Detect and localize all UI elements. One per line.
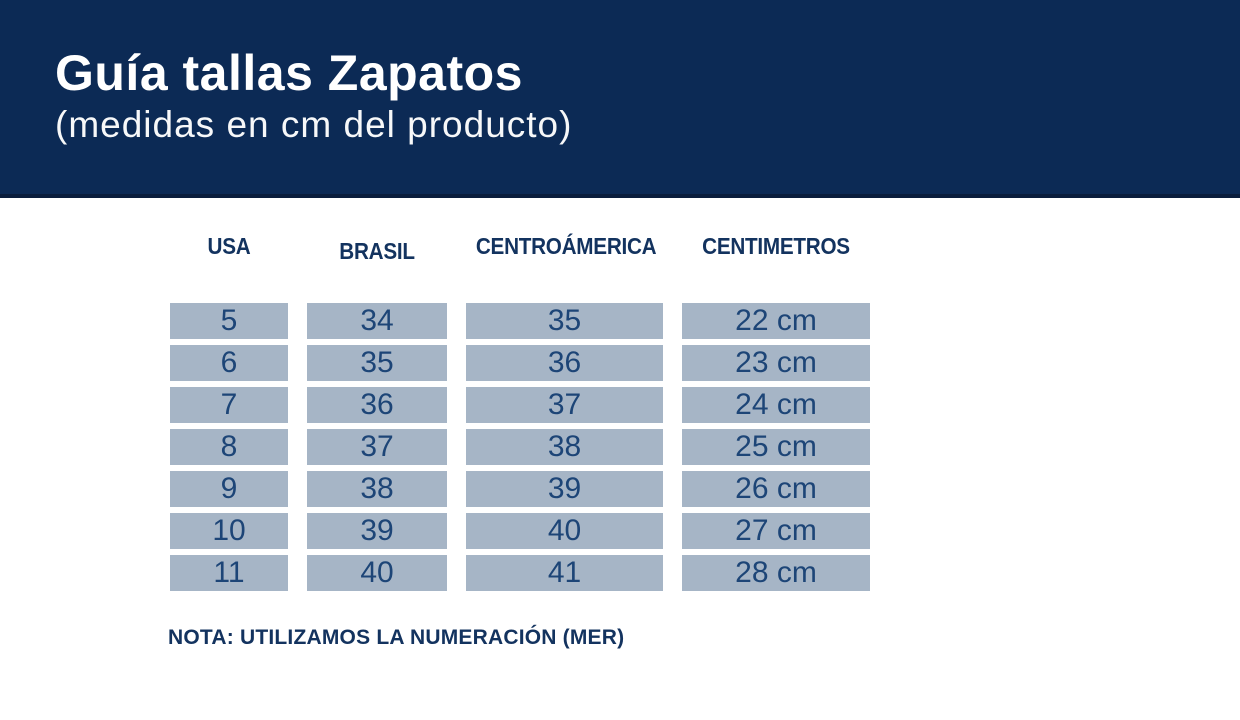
table-cell: 27 cm — [682, 513, 870, 549]
table-cell: 28 cm — [682, 555, 870, 591]
table-cell: 34 — [307, 303, 447, 339]
table-cell: 39 — [466, 471, 663, 507]
table-cell: 10 — [170, 513, 288, 549]
table-cell: 40 — [466, 513, 663, 549]
table-cell: 36 — [307, 387, 447, 423]
table-cell: 41 — [466, 555, 663, 591]
table-header-row: USA BRASIL CENTROÁMERICA CENTIMETROS — [170, 233, 871, 265]
table-cell: 7 — [170, 387, 288, 423]
table-cell: 36 — [466, 345, 663, 381]
table-cell: 40 — [307, 555, 447, 591]
table-cell: 35 — [307, 345, 447, 381]
page-subtitle: (medidas en cm del producto) — [55, 104, 573, 145]
table-cell: 6 — [170, 345, 288, 381]
table-cell: 5 — [170, 303, 288, 339]
table-cell: 8 — [170, 429, 288, 465]
table-cell: 24 cm — [682, 387, 870, 423]
size-table-rows: 5 34 35 22 cm 6 35 36 23 cm 7 36 37 24 cm 8 37 38 25 cm… — [170, 303, 871, 591]
table-cell: 39 — [307, 513, 447, 549]
table-cell: 38 — [307, 471, 447, 507]
table-cell: 26 cm — [682, 471, 870, 507]
table-cell: 38 — [466, 429, 663, 465]
table-cell: 11 — [170, 555, 288, 591]
header-band: Guía tallas Zapatos (medidas en cm del p… — [0, 0, 1240, 198]
column-header-usa: USA — [207, 233, 251, 259]
note-text: NOTA: UTILIZAMOS LA NUMERACIÓN (MER) — [168, 626, 625, 649]
table-cell: 35 — [466, 303, 663, 339]
column-header-brasil: BRASIL — [339, 238, 415, 264]
column-header-centroamerica: CENTROÁMERICA — [475, 233, 657, 259]
column-header-centimetros: CENTIMETROS — [702, 233, 850, 259]
page-title: Guía tallas Zapatos — [55, 45, 523, 101]
table-cell: 22 cm — [682, 303, 870, 339]
table-cell: 23 cm — [682, 345, 870, 381]
table-cell: 9 — [170, 471, 288, 507]
table-cell: 37 — [307, 429, 447, 465]
table-cell: 25 cm — [682, 429, 870, 465]
table-cell: 37 — [466, 387, 663, 423]
